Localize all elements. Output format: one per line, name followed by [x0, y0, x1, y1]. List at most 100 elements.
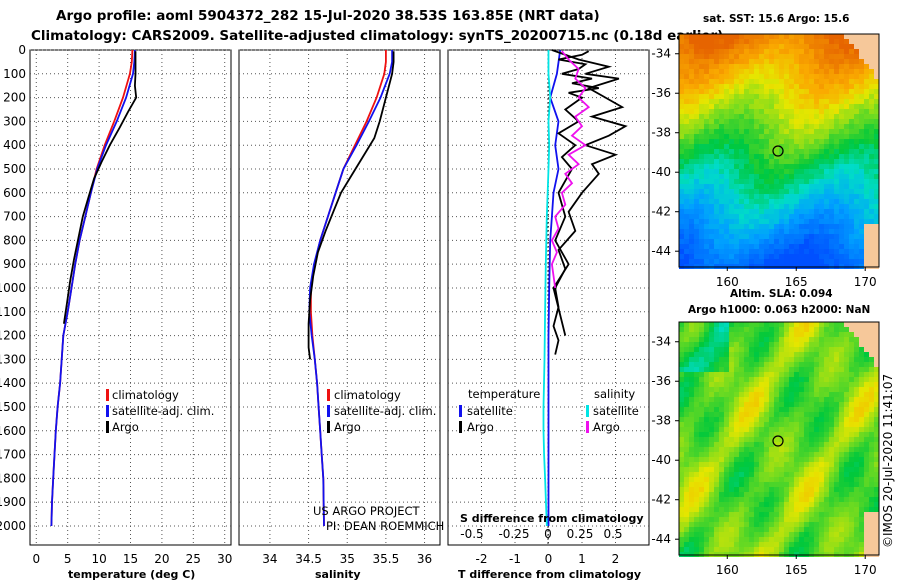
map-cell	[734, 129, 739, 134]
map-cell	[854, 134, 859, 139]
map-cell	[789, 154, 794, 159]
map-cell	[744, 99, 749, 104]
map-cell	[729, 387, 734, 392]
map-cell	[839, 422, 844, 427]
map-cell	[799, 124, 804, 129]
map-cell	[704, 234, 709, 239]
map-cell	[819, 422, 824, 427]
map-cell	[699, 169, 704, 174]
map-cell	[859, 134, 864, 139]
map-cell	[689, 417, 694, 422]
map-cell	[814, 249, 819, 254]
map-cell	[729, 522, 734, 527]
map-cell	[779, 39, 784, 44]
map-cell	[784, 174, 789, 179]
map-cell	[789, 134, 794, 139]
map-cell	[859, 214, 864, 219]
map-cell	[804, 209, 809, 214]
map-cell	[704, 517, 709, 522]
map-cell	[729, 219, 734, 224]
map-cell	[734, 487, 739, 492]
map-cell	[859, 109, 864, 114]
map-cell	[834, 124, 839, 129]
map-cell	[679, 54, 684, 59]
map-cell	[749, 149, 754, 154]
map-cell	[789, 179, 794, 184]
map-cell	[874, 179, 879, 184]
map-cell	[764, 179, 769, 184]
map-cell	[729, 377, 734, 382]
map-cell	[824, 74, 829, 79]
map-cell	[764, 219, 769, 224]
map-cell	[684, 547, 689, 552]
map-cell	[789, 159, 794, 164]
map-cell	[749, 437, 754, 442]
legend-swatch-satellite	[327, 405, 330, 417]
map-cell	[754, 412, 759, 417]
map-cell	[684, 447, 689, 452]
x-tick-label: 36	[417, 552, 432, 566]
map-cell	[789, 104, 794, 109]
map-cell	[869, 522, 874, 527]
map-cell	[724, 467, 729, 472]
map-cell	[764, 199, 769, 204]
map-cell	[789, 49, 794, 54]
map-cell	[729, 194, 734, 199]
lat-tick-label: -42	[651, 205, 671, 219]
map-cell	[864, 114, 869, 119]
map-cell	[764, 84, 769, 89]
legend-label-argo: Argo	[112, 420, 139, 434]
map-cell	[744, 199, 749, 204]
map-cell	[769, 74, 774, 79]
map-cell	[744, 139, 749, 144]
map-cell	[689, 174, 694, 179]
map-cell	[784, 412, 789, 417]
map-cell	[784, 512, 789, 517]
map-cell	[814, 254, 819, 259]
map-cell	[789, 537, 794, 542]
map-cell	[799, 114, 804, 119]
map-cell	[749, 249, 754, 254]
legend-label-t-argo: Argo	[467, 420, 494, 434]
map-cell	[809, 244, 814, 249]
map-cell	[814, 442, 819, 447]
map-cell	[764, 259, 769, 264]
map-cell	[754, 59, 759, 64]
map-cell	[794, 337, 799, 342]
map-cell	[749, 184, 754, 189]
map-cell	[814, 507, 819, 512]
map-cell	[794, 442, 799, 447]
map-cell	[869, 74, 874, 79]
map-cell	[684, 437, 689, 442]
map-cell	[764, 194, 769, 199]
map-cell	[689, 144, 694, 149]
map-cell	[864, 507, 869, 512]
map-cell	[869, 44, 874, 49]
map-cell	[699, 74, 704, 79]
map-cell	[694, 477, 699, 482]
map-cell	[864, 322, 869, 327]
map-cell	[749, 59, 754, 64]
map-cell	[784, 337, 789, 342]
map-cell	[834, 392, 839, 397]
map-cell	[684, 234, 689, 239]
map-cell	[854, 532, 859, 537]
map-cell	[789, 224, 794, 229]
map-cell	[744, 342, 749, 347]
map-cell	[859, 462, 864, 467]
map-cell	[709, 144, 714, 149]
map-cell	[684, 184, 689, 189]
map-cell	[829, 254, 834, 259]
map-cell	[684, 204, 689, 209]
map-cell	[839, 372, 844, 377]
map-cell	[774, 179, 779, 184]
map-cell	[704, 352, 709, 357]
map-cell	[769, 442, 774, 447]
map-cell	[699, 99, 704, 104]
map-cell	[849, 44, 854, 49]
map-cell	[739, 452, 744, 457]
map-cell	[784, 224, 789, 229]
map-cell	[834, 104, 839, 109]
map-cell	[769, 174, 774, 179]
map-cell	[849, 497, 854, 502]
